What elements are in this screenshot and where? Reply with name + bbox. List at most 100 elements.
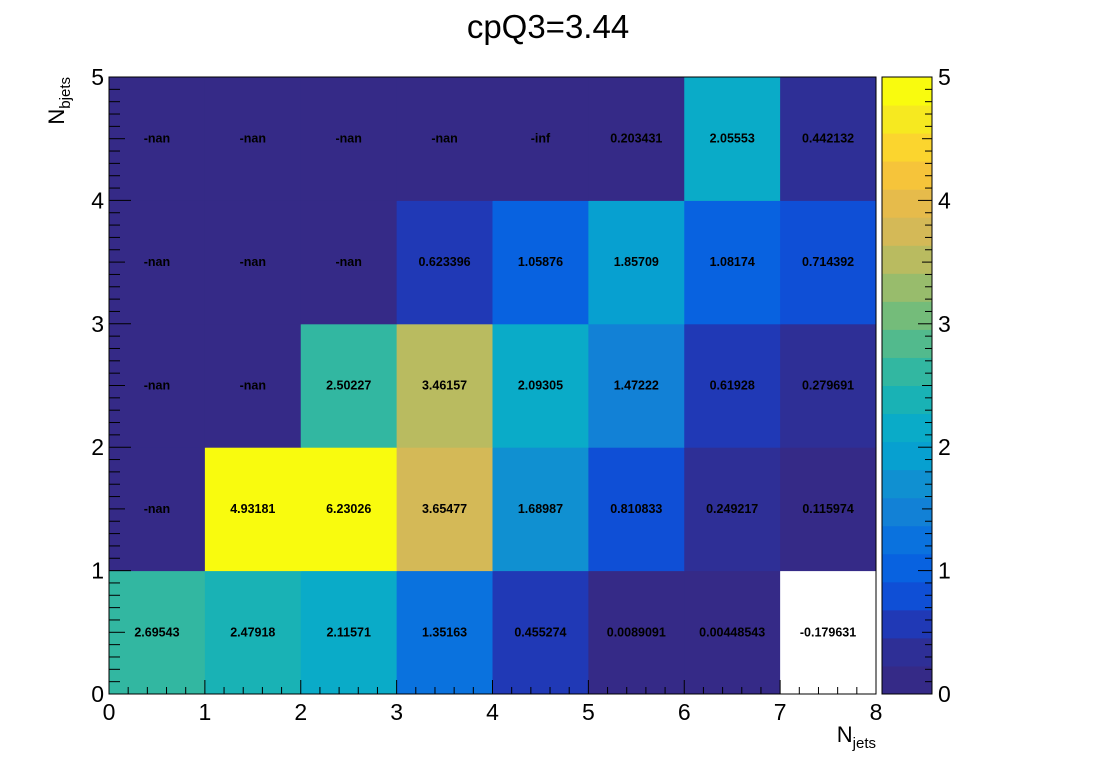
- y-tick-label: 3: [91, 311, 104, 337]
- heatmap-cell: [588, 323, 685, 448]
- cell-label: 2.11571: [326, 625, 371, 639]
- cell-label: 0.249217: [706, 502, 758, 516]
- heatmap-cell: [204, 447, 302, 572]
- z-tick-label: 4: [938, 187, 951, 213]
- x-tick-label: 6: [678, 699, 691, 725]
- cell-label: 0.810833: [610, 502, 662, 516]
- palette-swatch: [882, 385, 932, 415]
- x-axis: 0 1 2 3 4 5 6 7 8: [103, 680, 883, 725]
- z-axis: 0 1 2 3 4 5: [918, 64, 951, 707]
- heatmap-cell: [396, 323, 494, 448]
- cell-label: 2.50227: [326, 379, 371, 393]
- cell-label: -nan: [144, 502, 170, 516]
- y-tick-label: 0: [91, 681, 104, 707]
- cell-label: -inf: [531, 132, 551, 146]
- heatmap-cell: [780, 200, 877, 325]
- palette-swatch: [882, 581, 932, 611]
- heatmap-cell: [396, 447, 494, 572]
- cell-label: 0.442132: [802, 132, 854, 146]
- palette-swatch: [882, 189, 932, 218]
- y-axis-label-main: N: [44, 109, 69, 125]
- z-tick-label: 3: [938, 311, 951, 337]
- cell-label: -nan: [431, 132, 457, 146]
- heatmap-cell: [109, 200, 206, 325]
- y-tick-label: 1: [91, 558, 104, 584]
- color-palette: [881, 76, 933, 695]
- heatmap-cell: [300, 200, 398, 325]
- cell-label: -nan: [144, 379, 170, 393]
- heatmap-cells: [109, 77, 877, 695]
- heatmap-cell: [109, 77, 206, 201]
- heatmap-cell: [588, 77, 685, 201]
- palette-swatch: [882, 441, 932, 471]
- heatmap-cell: [300, 570, 398, 695]
- palette-swatch: [882, 357, 932, 386]
- palette-swatch: [882, 553, 932, 583]
- cell-label: 4.93181: [230, 502, 275, 516]
- palette-swatch: [882, 133, 932, 162]
- cell-label: 3.65477: [422, 502, 467, 516]
- cell-label: -nan: [240, 132, 266, 146]
- cell-label: 6.23026: [326, 502, 371, 516]
- cell-label: 2.47918: [230, 625, 275, 639]
- palette-swatch: [882, 469, 932, 499]
- heatmap-cell: [109, 447, 206, 572]
- palette-swatch: [882, 413, 932, 443]
- heatmap-cell: [684, 447, 781, 572]
- x-axis-label-sub: jets: [852, 735, 876, 752]
- cell-label: -nan: [144, 132, 170, 146]
- heatmap-cell: [780, 570, 877, 695]
- heatmap-cell: [396, 200, 494, 325]
- heatmap-cell: [780, 447, 877, 572]
- x-tick-label: 8: [870, 699, 883, 725]
- palette-swatch: [882, 665, 932, 695]
- y-axis-label-sub: bjets: [57, 77, 74, 109]
- heatmap-cell: [684, 77, 781, 201]
- heatmap-cell: [492, 77, 589, 201]
- cell-label: -nan: [240, 255, 266, 269]
- cell-label: 0.455274: [514, 625, 566, 639]
- z-tick-label: 2: [938, 434, 951, 460]
- cell-label: 1.08174: [710, 255, 755, 269]
- x-axis-label: Njets: [837, 722, 876, 752]
- cell-label: 0.623396: [418, 255, 470, 269]
- palette-swatch: [882, 105, 932, 134]
- heatmap-cell: [204, 77, 302, 201]
- palette-swatch: [882, 245, 932, 274]
- heatmap-cell: [492, 323, 589, 448]
- cell-labels: 2.69543 2.47918 2.11571 1.35163 0.455274 0.00…: [134, 132, 856, 640]
- heatmap-cell: [492, 570, 589, 695]
- cell-label: 0.714392: [802, 255, 854, 269]
- heatmap-cell: [588, 200, 685, 325]
- cell-label: 3.46157: [422, 379, 467, 393]
- heatmap-cell: [300, 323, 398, 448]
- heatmap-cell: [109, 323, 206, 448]
- x-tick-label: 2: [294, 699, 307, 725]
- cell-label: 0.203431: [610, 132, 662, 146]
- cell-label: 0.0089091: [607, 625, 666, 639]
- heatmap-cell: [204, 323, 302, 448]
- x-tick-label: 3: [390, 699, 403, 725]
- cell-label: -nan: [240, 379, 266, 393]
- y-tick-label: 4: [91, 187, 104, 213]
- palette-swatch: [882, 637, 932, 667]
- cell-label: 1.85709: [614, 255, 659, 269]
- z-tick-label: 0: [938, 681, 951, 707]
- cell-label: 0.61928: [710, 379, 755, 393]
- cell-label: 1.05876: [518, 255, 563, 269]
- heatmap-cell: [109, 570, 206, 695]
- heatmap-cell: [492, 447, 589, 572]
- y-axis-label: Nbjets: [44, 77, 74, 125]
- x-tick-label: 4: [486, 699, 499, 725]
- chart-title: cpQ3=3.44: [467, 8, 629, 45]
- palette-swatch: [882, 161, 932, 190]
- heatmap-cell: [684, 323, 781, 448]
- cell-label: -nan: [144, 255, 170, 269]
- heatmap-cell: [396, 570, 494, 695]
- cell-label: -nan: [335, 255, 361, 269]
- heatmap-cell: [204, 570, 302, 695]
- x-tick-label: 1: [198, 699, 211, 725]
- palette-swatch: [882, 77, 932, 106]
- cell-label: 1.47222: [614, 379, 659, 393]
